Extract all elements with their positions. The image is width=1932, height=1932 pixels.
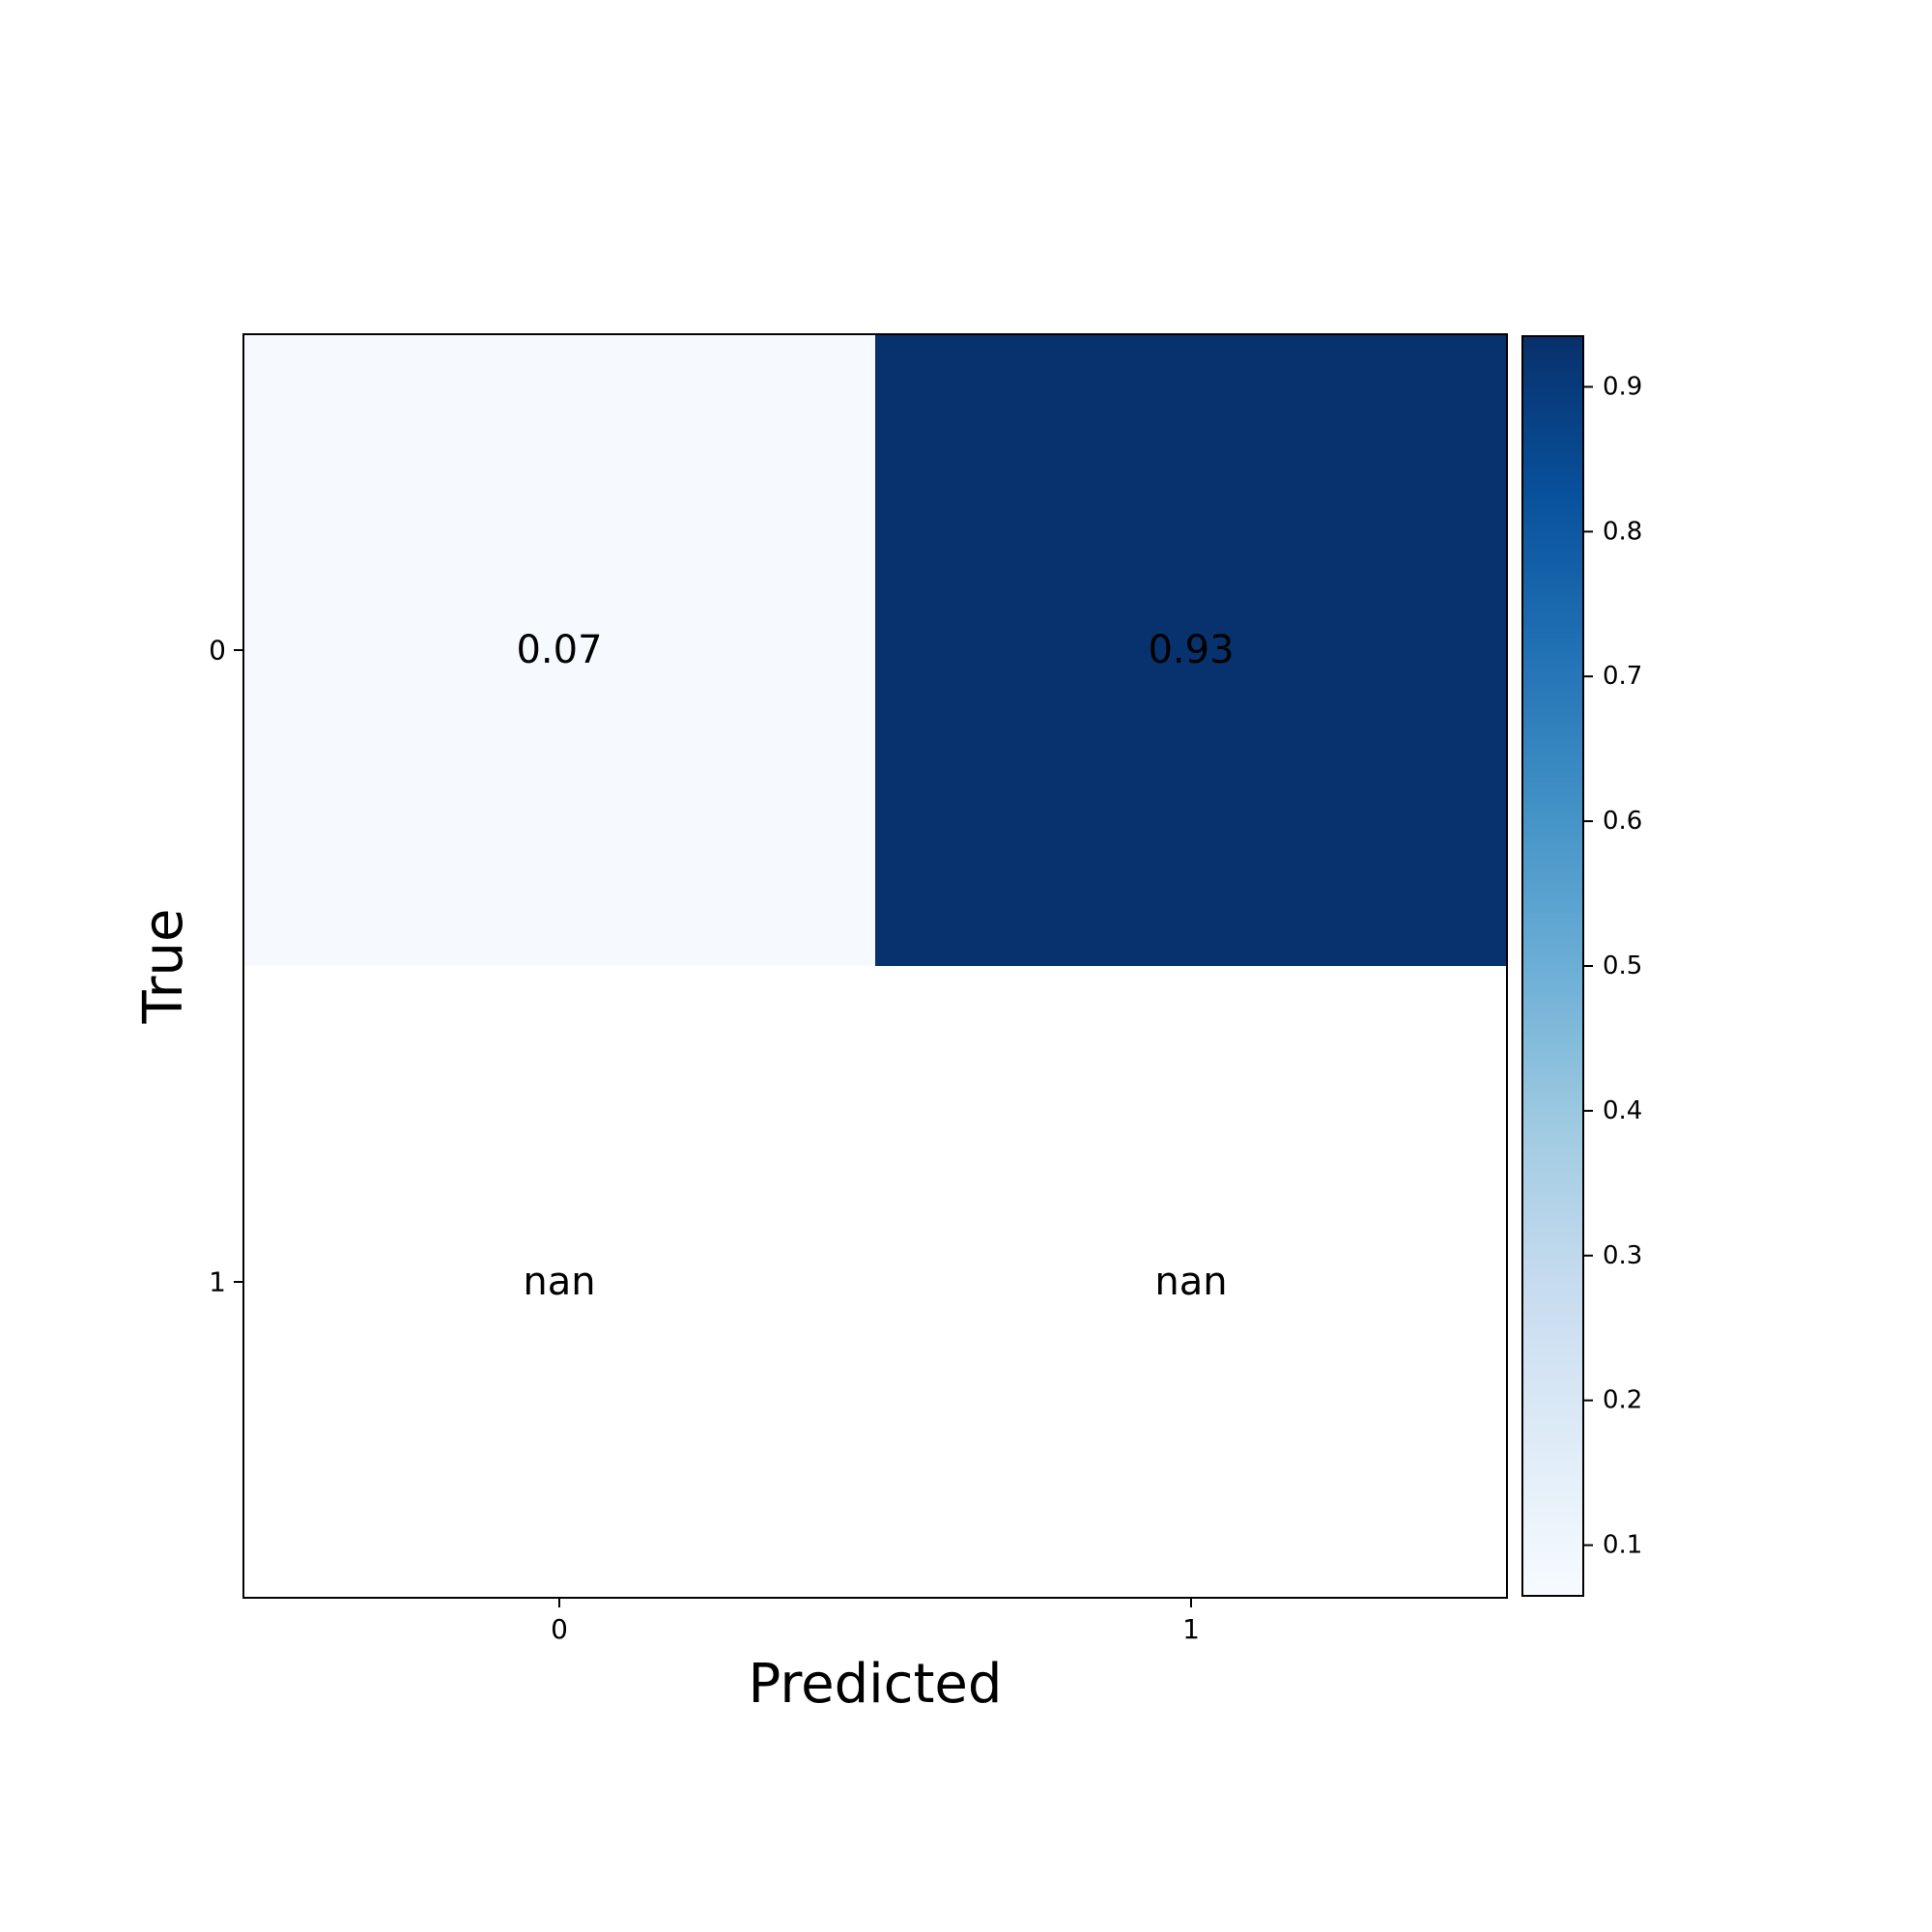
cell-value-label: nan <box>1154 1260 1227 1304</box>
colorbar-tick-label: 0.2 <box>1603 1386 1642 1415</box>
cell-value-labels: 0.07 0.93 nan nan <box>516 628 1234 1304</box>
y-tick-label: 0 <box>209 635 226 667</box>
heatmap-cell <box>243 966 875 1598</box>
colorbar <box>1521 335 1584 1597</box>
x-tick-label: 1 <box>1182 1613 1200 1645</box>
plot-frame <box>242 333 1508 1599</box>
heatmap-cell <box>243 334 875 966</box>
x-tick-label: 0 <box>551 1613 568 1645</box>
colorbar-tick-label: 0.3 <box>1603 1241 1642 1270</box>
heatmap-cell <box>875 966 1507 1598</box>
colorbar-tick-label: 0.8 <box>1603 517 1642 546</box>
colorbar-tick-label: 0.5 <box>1603 952 1642 980</box>
y-axis-ticks: 01 <box>209 635 243 1298</box>
cell-value-label: 0.07 <box>516 628 602 672</box>
heatmap-cells <box>243 334 1507 1598</box>
colorbar-ticks: 0.1 0.2 0.3 0.4 0.5 0.6 0.7 0.8 0.9 <box>1583 372 1642 1560</box>
y-axis-label: True <box>132 909 195 1025</box>
y-tick-label: 1 <box>209 1266 226 1298</box>
heatmap-cell <box>875 334 1507 966</box>
colorbar-tick-label: 0.9 <box>1603 372 1642 401</box>
cell-value-label: nan <box>523 1260 595 1304</box>
colorbar-tick-label: 0.1 <box>1603 1531 1642 1560</box>
x-axis-label: Predicted <box>749 1653 1003 1716</box>
cell-value-label: 0.93 <box>1148 628 1234 672</box>
colorbar-tick-label: 0.6 <box>1603 807 1642 836</box>
colorbar-tick-label: 0.4 <box>1603 1096 1642 1125</box>
colorbar-tick-label: 0.7 <box>1603 662 1642 691</box>
